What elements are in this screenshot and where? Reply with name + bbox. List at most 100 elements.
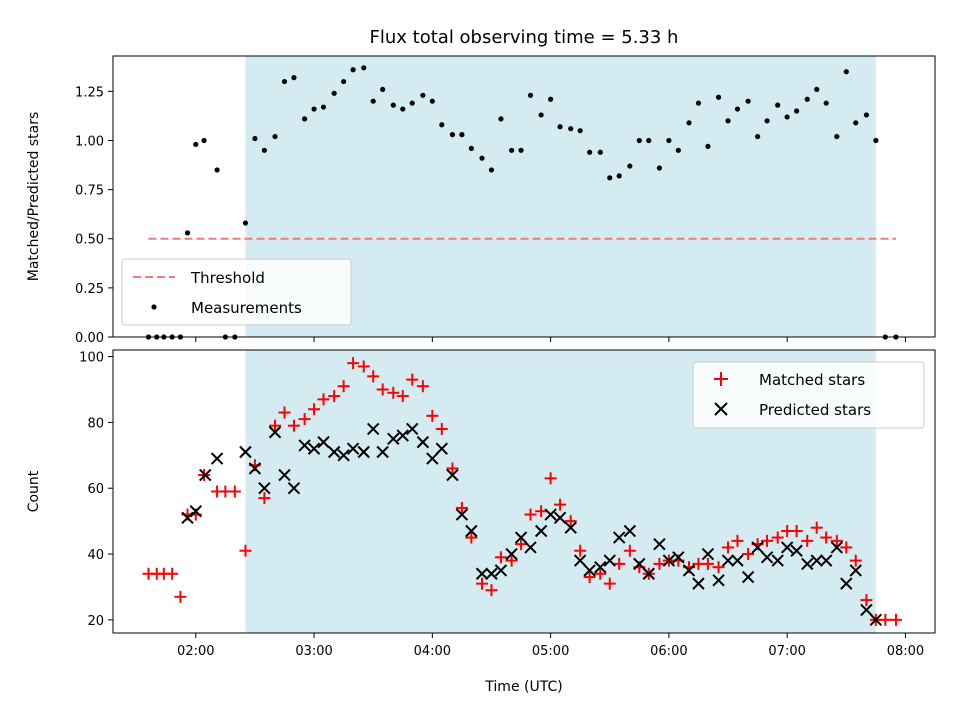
- count-legend: Matched stars Predicted stars: [692, 361, 925, 429]
- predicted-stars-point: [327, 445, 341, 459]
- predicted-stars-point: [426, 452, 439, 465]
- measurement-point: [863, 112, 870, 118]
- measurement-point: [252, 135, 258, 142]
- measurement-point: [272, 133, 278, 140]
- measurement-point: [745, 98, 751, 104]
- predicted-stars-point: [860, 603, 873, 617]
- matched-stars-point: [367, 370, 380, 383]
- x-axis-label: Time (UTC): [484, 679, 562, 695]
- matched-stars-point: [554, 498, 567, 511]
- predicted-stars-point: [633, 557, 646, 571]
- measurement-point: [734, 106, 741, 112]
- y-tick-label: 20: [87, 614, 104, 629]
- predicted-stars-point: [849, 564, 862, 577]
- measurement-point: [764, 118, 770, 124]
- ratio-marks: [145, 65, 899, 340]
- y-tick-label: 0.50: [75, 233, 104, 248]
- measurement-point: [557, 124, 563, 130]
- measurement-point: [754, 133, 761, 140]
- measurement-point: [488, 167, 495, 173]
- measurement-point: [705, 143, 711, 149]
- measurement-point: [843, 69, 849, 75]
- matched-stars-point: [435, 422, 448, 435]
- predicted-stars-point: [435, 442, 449, 455]
- predicted-stars-point: [189, 505, 202, 518]
- predicted-stars-point: [524, 541, 537, 554]
- matched-stars-point: [583, 571, 596, 584]
- measurement-point: [439, 122, 445, 128]
- matched-stars-point: [544, 472, 557, 485]
- predicted-stars-point: [721, 554, 735, 567]
- measurement-point: [390, 102, 396, 108]
- matched-stars-point: [889, 613, 902, 626]
- matched-stars-point: [742, 548, 755, 561]
- measurement-point: [380, 86, 386, 93]
- matched-stars-point: [722, 541, 735, 554]
- count-y-axis-label: Count: [26, 470, 42, 512]
- matched-stars-point: [515, 538, 528, 551]
- measurement-point: [302, 116, 308, 122]
- y-tick-label: 0.25: [75, 282, 104, 297]
- matched-stars-point: [830, 534, 843, 547]
- predicted-stars-point: [613, 531, 626, 544]
- x-tick-label: 07:00: [768, 644, 805, 659]
- measurement-point: [607, 175, 613, 181]
- measurement-point: [261, 147, 267, 153]
- measurement-point: [853, 120, 859, 126]
- matched-stars-point: [258, 492, 271, 505]
- predicted-stars-point: [278, 468, 291, 482]
- predicted-stars-point: [366, 422, 380, 436]
- measurement-point: [666, 137, 672, 144]
- predicted-stars-point: [307, 442, 321, 455]
- predicted-stars-point: [840, 577, 853, 590]
- legend-threshold-label: Threshold: [190, 269, 265, 287]
- predicted-stars-point: [248, 462, 262, 475]
- predicted-stars-point: [692, 577, 705, 590]
- y-tick-label: 100: [79, 351, 104, 366]
- predicted-stars-point: [771, 554, 784, 567]
- matched-stars-point: [524, 508, 537, 521]
- measurement-point: [568, 126, 574, 132]
- measurement-point: [597, 149, 603, 155]
- count-legend-box: [692, 361, 925, 429]
- predicted-stars-point: [357, 445, 370, 459]
- measurement-point: [201, 137, 207, 144]
- matched-stars-point: [840, 541, 853, 554]
- measurement-point: [370, 98, 376, 104]
- ratio-plot-frame: [112, 55, 936, 338]
- predicted-stars-point: [810, 554, 823, 567]
- matched-stars-point: [228, 485, 241, 498]
- matched-stars-point: [166, 567, 179, 580]
- measurement-point: [784, 114, 790, 120]
- predicted-stars-point: [475, 567, 489, 580]
- predicted-stars-point: [346, 442, 360, 455]
- measurement-point: [834, 133, 840, 140]
- predicted-stars-point: [406, 422, 419, 436]
- ratio-legend-box: [121, 258, 352, 326]
- measurement-point: [508, 147, 515, 153]
- matched-stars-point: [174, 590, 187, 603]
- measurement-point: [636, 137, 642, 144]
- measurement-point: [498, 116, 504, 122]
- matched-stars-point: [337, 380, 350, 393]
- predicted-stars-point: [603, 554, 616, 567]
- matched-stars-point: [396, 390, 409, 403]
- measurement-point: [775, 102, 781, 108]
- matched-stars-point: [613, 557, 626, 570]
- x-tick-label: 04:00: [414, 644, 451, 659]
- matched-stars-point: [446, 462, 459, 475]
- x-tick-label: 02:00: [177, 644, 214, 659]
- predicted-stars-point: [268, 426, 282, 439]
- legend-matched-swatch: [714, 372, 728, 386]
- measurement-point: [409, 100, 415, 106]
- matched-stars-point: [535, 505, 548, 518]
- y-tick-label: 80: [87, 416, 104, 431]
- matched-stars-point: [801, 534, 814, 547]
- measurement-point: [804, 96, 810, 102]
- predicted-stars-point: [573, 554, 587, 567]
- predicted-stars-point: [494, 564, 508, 577]
- predicted-stars-point: [780, 541, 794, 554]
- matched-stars-point: [298, 413, 311, 426]
- ratio-panel: 0.00 0.25 0.50 0.75 1.00 1.25 Flux total obse…: [26, 27, 936, 346]
